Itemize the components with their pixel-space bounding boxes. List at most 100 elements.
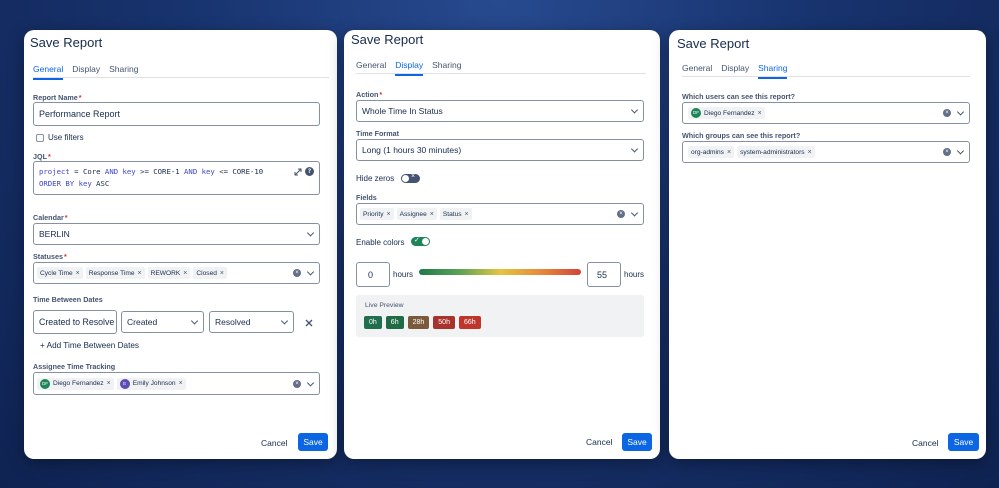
use-filters-label: Use filters — [48, 133, 84, 142]
remove-icon[interactable]: × — [106, 380, 111, 387]
remove-icon[interactable]: × — [429, 210, 434, 218]
expand-icon[interactable] — [294, 168, 302, 176]
save-button[interactable]: Save — [622, 433, 652, 451]
cancel-button[interactable]: Cancel — [261, 438, 288, 448]
clear-icon[interactable]: × — [617, 210, 625, 218]
statuses-multiselect[interactable]: Cycle Time × Response Time × REWORK × Close… — [33, 262, 320, 284]
tab-bar: General Display Sharing — [33, 64, 147, 80]
hours-unit-label: hours — [624, 270, 645, 279]
remove-icon[interactable]: × — [386, 210, 391, 218]
remove-tbd-icon[interactable] — [305, 319, 313, 327]
enable-colors-toggle[interactable]: ✓ — [411, 237, 430, 246]
clear-icon[interactable]: × — [293, 269, 301, 277]
field-chip: Status × — [439, 208, 472, 220]
tab-general[interactable]: General — [33, 64, 64, 80]
use-filters-checkbox[interactable] — [36, 134, 44, 142]
jql-line-2: ORDER BY key ASC — [39, 179, 110, 188]
assignee-chip: DF Diego Fernandez × — [37, 377, 114, 390]
time-between-dates-label: Time Between Dates — [33, 295, 103, 304]
remove-icon[interactable]: × — [807, 148, 812, 156]
group-chip: system-administrators × — [737, 146, 815, 158]
report-name-input[interactable]: Performance Report — [33, 102, 320, 126]
tbd-name-input[interactable]: Created to Resolve — [33, 310, 117, 334]
tab-general[interactable]: General — [682, 63, 713, 73]
cross-icon: × — [411, 173, 416, 180]
remove-icon[interactable]: × — [464, 210, 469, 218]
save-button[interactable]: Save — [298, 433, 328, 451]
chevron-down-icon — [306, 229, 315, 237]
preview-chip: 0h — [364, 316, 382, 329]
add-time-between-dates-button[interactable]: + Add Time Between Dates — [40, 341, 139, 350]
jql-editor[interactable]: project = Core AND key >= CORE-1 AND key… — [33, 161, 320, 195]
tbd-to-select[interactable]: Resolved — [209, 311, 294, 333]
check-icon: ✓ — [414, 237, 420, 244]
tab-display[interactable]: Display — [721, 63, 750, 73]
assignee-multiselect[interactable]: DF Diego Fernandez × E Emily Johnson × × — [33, 372, 320, 395]
fields-multiselect[interactable]: Priority × Assignee × Status × × — [356, 203, 644, 225]
remove-icon[interactable]: × — [219, 269, 224, 277]
save-report-dialog-display: Save Report General Display Sharing Acti… — [344, 30, 660, 459]
live-preview-label: Live Preview — [365, 302, 404, 309]
time-format-select[interactable]: Long (1 hours 30 minutes) — [356, 139, 644, 161]
tab-sharing[interactable]: Sharing — [109, 64, 139, 74]
chevron-down-icon[interactable] — [956, 108, 965, 116]
status-chip: Response Time × — [85, 267, 145, 279]
color-range-max-input[interactable]: 55 — [587, 262, 621, 287]
hours-unit-label: hours — [393, 270, 414, 279]
cancel-button[interactable]: Cancel — [912, 438, 939, 448]
tbd-from-select[interactable]: Created — [121, 311, 204, 333]
statuses-label: Statuses* — [33, 252, 67, 261]
tab-divider — [33, 77, 329, 78]
action-label: Action* — [356, 90, 383, 99]
time-format-label: Time Format — [356, 129, 400, 138]
dialog-title: Save Report — [677, 36, 750, 51]
chevron-down-icon[interactable] — [306, 378, 315, 387]
jql-line-1: project = Core AND key >= CORE-1 AND key… — [39, 167, 264, 176]
fields-label: Fields — [356, 193, 377, 202]
remove-icon[interactable]: × — [75, 269, 80, 277]
chevron-down-icon[interactable] — [630, 209, 639, 217]
preview-chip: 50h — [433, 316, 455, 329]
tab-divider — [682, 76, 970, 77]
clear-icon[interactable]: × — [293, 379, 301, 388]
report-name-label: Report Name* — [33, 93, 82, 102]
jql-label: JQL* — [33, 152, 51, 161]
users-label: Which users can see this report? — [682, 92, 796, 101]
tab-bar: General Display Sharing — [682, 63, 796, 79]
chevron-down-icon — [630, 106, 639, 114]
dialog-title: Save Report — [351, 32, 424, 47]
remove-icon[interactable]: × — [178, 380, 183, 387]
cancel-button[interactable]: Cancel — [586, 437, 613, 447]
tab-general[interactable]: General — [356, 60, 387, 70]
tab-sharing[interactable]: Sharing — [758, 63, 788, 79]
clear-icon[interactable]: × — [943, 109, 951, 117]
preview-chip: 28h — [407, 316, 430, 329]
clear-icon[interactable]: × — [943, 148, 951, 156]
calendar-select[interactable]: BERLIN — [33, 223, 320, 245]
tab-display[interactable]: Display — [72, 64, 101, 74]
groups-multiselect[interactable]: org-admins × system-administrators × × — [682, 141, 970, 163]
preview-chips: 0h 6h 28h 50h 66h — [364, 316, 485, 329]
remove-icon[interactable]: × — [726, 148, 732, 156]
assignee-time-tracking-label: Assignee Time Tracking — [33, 362, 116, 371]
action-select[interactable]: Whole Time In Status — [356, 100, 644, 122]
chevron-down-icon[interactable] — [306, 268, 315, 276]
remove-icon[interactable]: × — [183, 269, 188, 277]
live-preview-panel: Live Preview 0h 6h 28h 50h 66h — [356, 295, 644, 337]
hide-zeros-label: Hide zeros — [356, 174, 395, 183]
save-report-dialog-sharing: Save Report General Display Sharing Whic… — [669, 30, 986, 459]
hide-zeros-toggle[interactable]: × — [401, 173, 420, 183]
tab-display[interactable]: Display — [395, 60, 424, 76]
help-icon[interactable]: ? — [305, 167, 314, 176]
color-range-min-input[interactable]: 0 — [356, 262, 390, 287]
chevron-down-icon — [280, 317, 289, 325]
remove-icon[interactable]: × — [137, 269, 142, 277]
users-multiselect[interactable]: DF Diego Fernandez × × — [682, 102, 970, 124]
color-gradient-bar — [419, 269, 581, 275]
save-button[interactable]: Save — [948, 433, 979, 451]
remove-icon[interactable]: × — [757, 109, 762, 117]
status-chip: Cycle Time × — [37, 267, 83, 279]
chevron-down-icon[interactable] — [956, 147, 965, 155]
tab-sharing[interactable]: Sharing — [432, 60, 462, 70]
calendar-label: Calendar* — [33, 213, 68, 222]
